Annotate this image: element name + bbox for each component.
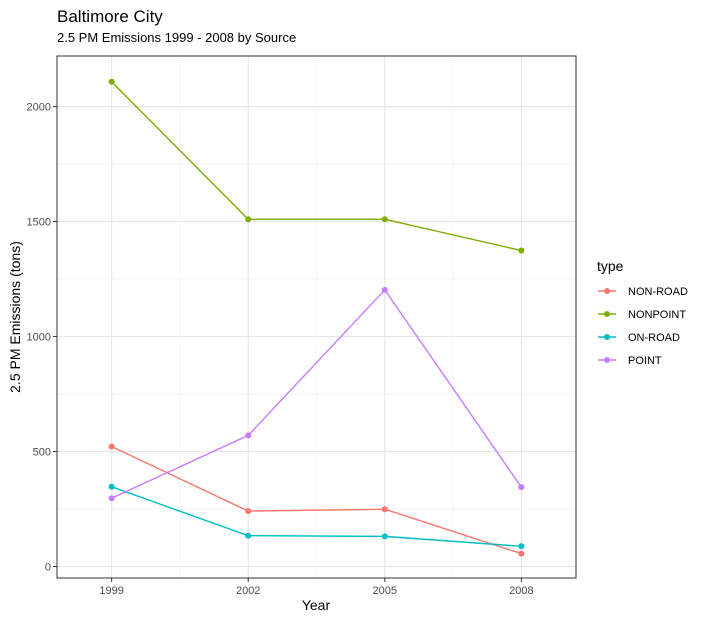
data-point-on-road [108,483,115,490]
data-point-nonpoint [381,216,388,223]
series-line-non-road [111,445,522,555]
data-point-on-road [381,533,388,540]
x-tick-label: 1999 [99,585,123,597]
series-point [108,286,525,502]
data-point-non-road [108,443,115,450]
series-non-road [108,443,525,557]
data-point-non-road [381,506,388,513]
y-axis-title: 2.5 PM Emissions (tons) [7,241,23,393]
data-point-non-road [518,550,525,557]
data-point-on-road [518,543,525,550]
chart-subtitle: 2.5 PM Emissions 1999 - 2008 by Source [57,30,296,45]
legend-key-point [604,334,610,340]
legend-key-point [604,357,610,363]
legend-item-non-road: NON-ROAD [598,286,688,298]
data-point-nonpoint [108,78,115,85]
minor-gridlines [57,56,576,578]
legend-label: ON-ROAD [628,332,680,344]
series-line-nonpoint [111,81,522,252]
legend-key-point [604,288,610,294]
plot-border [56,55,577,579]
series-nonpoint [108,78,525,254]
legend-label: NONPOINT [628,309,686,321]
legend-item-on-road: ON-ROAD [598,332,680,344]
y-tick-label: 500 [33,447,51,459]
data-point-point [381,286,388,293]
data-point-on-road [245,532,252,539]
legend-label: POINT [628,355,662,367]
x-tick-label: 2008 [509,585,533,597]
series-line-on-road [111,486,522,547]
y-axis: 0 500 1000 1500 2000 [27,102,57,574]
series-on-road [108,483,525,550]
legend-item-nonpoint: NONPOINT [598,309,686,321]
x-axis-title: Year [302,597,331,613]
data-point-nonpoint [518,247,525,254]
legend-key-point [604,311,610,317]
series-layer [108,78,525,557]
chart-title: Baltimore City [57,7,163,26]
x-axis: 1999 2002 2005 2008 [99,578,534,597]
series-line-point [111,288,522,499]
legend-item-point: POINT [598,355,662,367]
data-point-nonpoint [245,216,252,223]
x-tick-label: 2005 [373,585,397,597]
data-point-non-road [245,508,252,515]
y-tick-label: 0 [45,562,51,574]
x-tick-label: 2002 [236,585,260,597]
y-tick-label: 1000 [27,332,51,344]
data-point-point [518,484,525,491]
legend: type NON-ROAD NONPOINT ON-ROAD POINT [597,258,688,367]
data-point-point [108,495,115,502]
data-point-point [245,432,252,439]
legend-label: NON-ROAD [628,286,688,298]
legend-title: type [597,258,624,274]
major-gridlines [57,56,576,578]
y-tick-label: 1500 [27,217,51,229]
plot-panel [56,55,577,579]
y-tick-label: 2000 [27,102,51,114]
